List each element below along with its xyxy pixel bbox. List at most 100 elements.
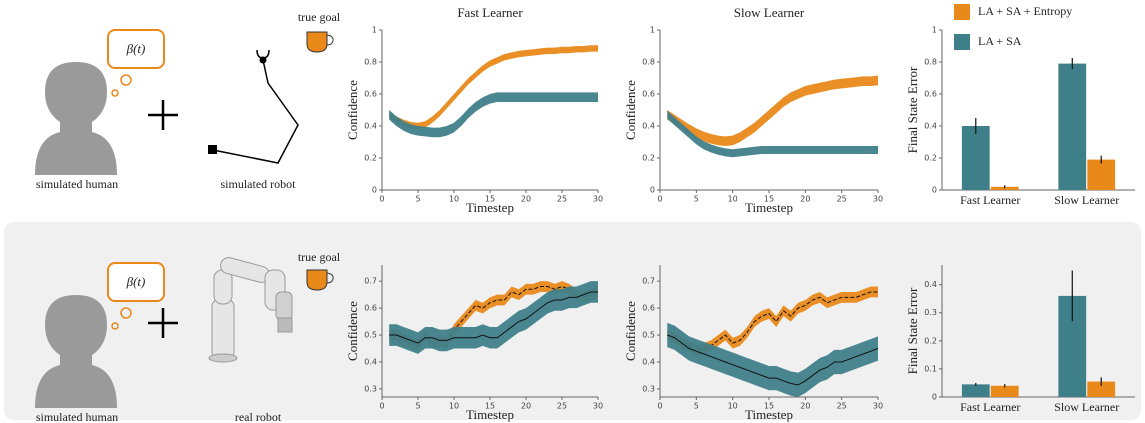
x-tick-label: 0 (379, 195, 384, 204)
bar (1058, 63, 1087, 190)
x-tick-label: Fast Learner (960, 400, 1020, 414)
y-axis-label: Confidence (623, 80, 638, 140)
x-tick-label: 10 (728, 195, 738, 204)
y-tick-label: 0.3 (924, 308, 937, 317)
x-tick-label: 30 (593, 195, 603, 204)
thought-bubble (107, 262, 165, 302)
robot-path (212, 59, 299, 164)
y-tick-label: 0.3 (364, 384, 377, 393)
x-tick-label: 25 (557, 195, 567, 204)
y-tick-label: 0.6 (364, 304, 377, 313)
cup-icon (306, 31, 334, 53)
goal-label: true goal (298, 10, 341, 24)
x-tick-label: 5 (415, 195, 420, 204)
y-tick-label: 0.3 (642, 384, 655, 393)
y-tick-label: 0.6 (924, 90, 937, 99)
robot-start (208, 145, 217, 154)
y-tick-label: 0.6 (364, 90, 377, 99)
y-tick-label: 0.8 (642, 58, 655, 67)
y-tick-label: 1 (932, 26, 937, 35)
y-tick-label: 0.4 (364, 357, 377, 366)
x-tick-label: 10 (449, 402, 459, 411)
y-tick-label: 0.5 (642, 331, 655, 340)
human-label: simulated human (36, 410, 118, 423)
x-axis-label: Timestep (466, 407, 514, 422)
mean-line (389, 291, 598, 344)
x-axis-label: Timestep (466, 200, 514, 215)
x-tick-label: 15 (764, 402, 774, 411)
y-axis-label: Confidence (623, 301, 638, 361)
x-tick-label: 0 (657, 402, 662, 411)
bubble-dot (120, 307, 132, 319)
thought-bubble (107, 29, 165, 69)
x-tick-label: 30 (873, 402, 883, 411)
confidence-band (389, 92, 598, 138)
x-axis-label: Timestep (745, 200, 793, 215)
goal-label: true goal (298, 250, 341, 264)
y-tick-label: 0.2 (364, 154, 377, 163)
confidence-band (667, 322, 878, 397)
y-tick-label: 0 (932, 186, 937, 195)
robot-label: simulated robot (221, 177, 297, 191)
human-label: simulated human (36, 177, 118, 191)
x-tick-label: 0 (379, 402, 384, 411)
x-axis-label: Timestep (745, 407, 793, 422)
bar (1087, 159, 1116, 190)
x-tick-label: 30 (593, 402, 603, 411)
x-tick-label: 20 (521, 195, 531, 204)
y-tick-label: 1 (372, 26, 377, 35)
y-axis-label: Final State Error (905, 66, 920, 153)
y-tick-label: 0.4 (642, 122, 655, 131)
bubble-dot (111, 322, 119, 330)
robot-arm (208, 257, 293, 363)
x-tick-label: Slow Learner (1054, 193, 1119, 207)
confidence-band (667, 110, 878, 158)
x-tick-label: 15 (485, 402, 495, 411)
y-tick-label: 0.5 (364, 331, 377, 340)
bubble-dot (120, 74, 132, 86)
y-axis-label: Final State Error (905, 287, 920, 374)
y-tick-label: 0.7 (364, 277, 377, 286)
confidence-band (667, 75, 878, 146)
y-tick-label: 0.4 (642, 357, 655, 366)
y-tick-label: 0.8 (924, 58, 937, 67)
y-tick-label: 0.2 (642, 154, 655, 163)
human-icon (35, 295, 117, 408)
x-tick-label: 10 (728, 402, 738, 411)
gripper (256, 49, 270, 59)
x-tick-label: 25 (557, 402, 567, 411)
x-tick-label: Fast Learner (960, 193, 1020, 207)
x-tick-label: 25 (837, 402, 847, 411)
y-tick-label: 0.6 (642, 90, 655, 99)
x-tick-label: 20 (521, 402, 531, 411)
x-tick-label: 30 (873, 195, 883, 204)
chart-title: Slow Learner (734, 5, 805, 20)
x-tick-label: 5 (694, 195, 699, 204)
bar (1087, 381, 1116, 397)
bar (990, 385, 1019, 397)
bar (961, 384, 990, 397)
x-tick-label: Slow Learner (1054, 400, 1119, 414)
x-tick-label: 25 (837, 195, 847, 204)
legend-label: LA + SA + Entropy (978, 4, 1072, 18)
y-tick-label: 0.1 (924, 364, 937, 373)
x-tick-label: 15 (485, 195, 495, 204)
confidence-band (389, 281, 598, 354)
confidence-band (389, 45, 598, 130)
x-tick-label: 15 (764, 195, 774, 204)
y-tick-label: 0.4 (924, 280, 937, 289)
y-tick-label: 1 (650, 26, 655, 35)
y-tick-label: 0 (372, 186, 377, 195)
x-tick-label: 0 (657, 195, 662, 204)
row-background (4, 222, 1141, 420)
bubble-text: β(t) (126, 274, 146, 289)
y-tick-label: 0.4 (364, 122, 377, 131)
human-icon (35, 62, 117, 175)
plus-sign (148, 100, 178, 130)
y-tick-label: 0.4 (924, 122, 937, 131)
bubble-text: β(t) (126, 41, 146, 56)
y-axis-label: Confidence (345, 301, 360, 361)
y-tick-label: 0 (650, 186, 655, 195)
